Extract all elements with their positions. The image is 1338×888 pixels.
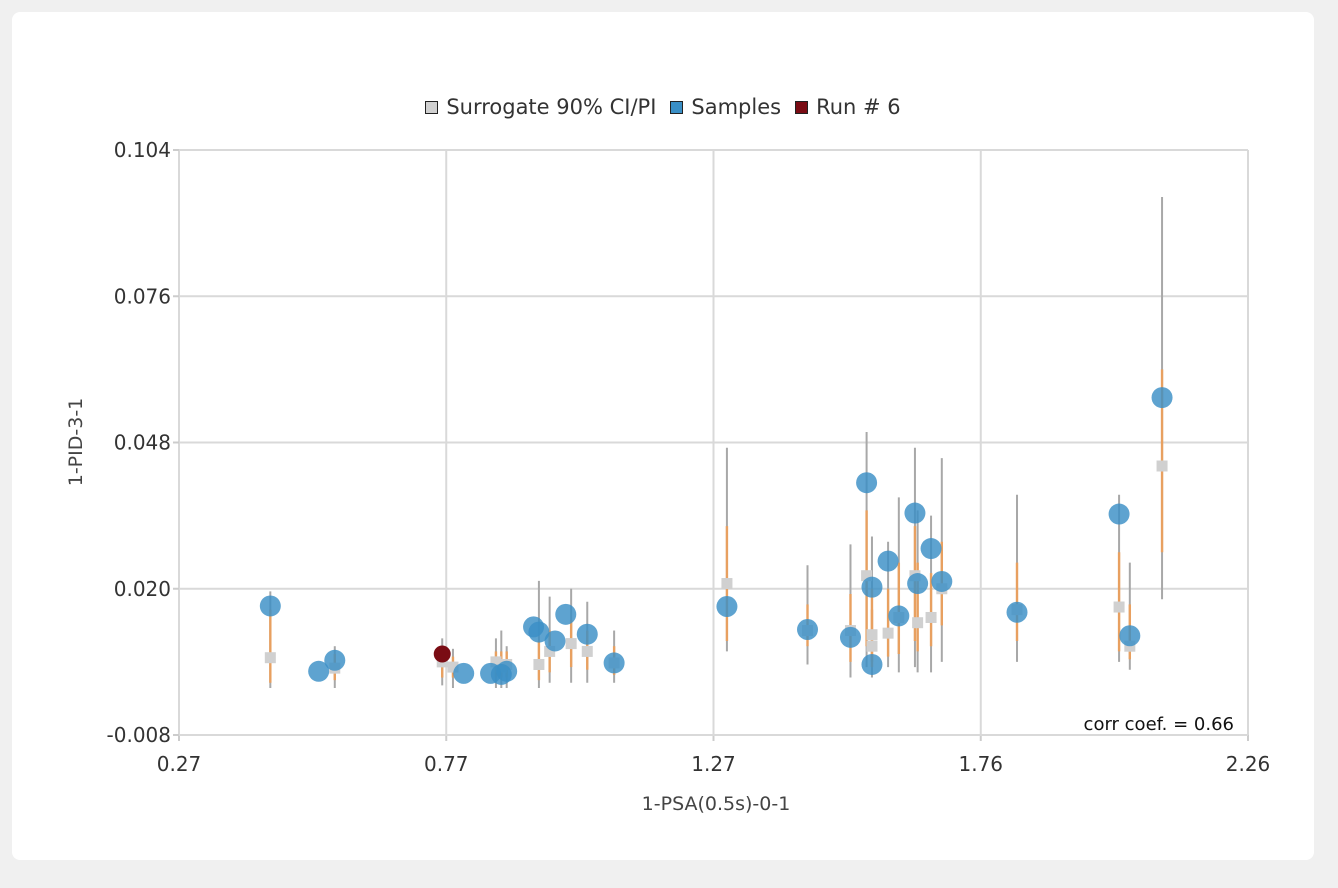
legend-label-run: Run # 6 bbox=[816, 95, 901, 119]
sample-point bbox=[839, 626, 861, 648]
legend-swatch-run bbox=[795, 100, 809, 114]
sample-point bbox=[931, 570, 953, 592]
y-tick-label: 0.020 bbox=[114, 577, 171, 601]
sample-point bbox=[528, 621, 550, 643]
surrogate-marker bbox=[447, 661, 459, 673]
y-tick-label: 0.048 bbox=[114, 431, 171, 455]
legend-label-surrogate: Surrogate 90% CI/PI bbox=[446, 95, 657, 119]
sample-point bbox=[904, 502, 926, 524]
surrogate-marker bbox=[264, 652, 276, 664]
legend-swatch-surrogate bbox=[425, 100, 439, 114]
surrogate-marker bbox=[912, 617, 924, 629]
surrogate-marker bbox=[882, 627, 894, 639]
surrogate-marker bbox=[533, 658, 545, 670]
y-tick-label: 0.076 bbox=[114, 284, 171, 308]
sample-point bbox=[920, 538, 942, 560]
legend-item-run[interactable]: Run # 6 bbox=[795, 95, 901, 119]
x-tick-label: 0.77 bbox=[424, 752, 469, 776]
y-tick-label: -0.008 bbox=[107, 723, 171, 747]
x-tick-label: 1.27 bbox=[691, 752, 736, 776]
surrogate-marker bbox=[866, 640, 878, 652]
y-tick-label: 0.104 bbox=[114, 138, 171, 162]
x-tick-label: 1.76 bbox=[958, 752, 1003, 776]
surrogate-marker bbox=[544, 645, 556, 657]
legend-label-samples: Samples bbox=[691, 95, 782, 119]
sample-point bbox=[453, 662, 475, 684]
sample-point bbox=[856, 472, 878, 494]
x-axis-title: 1-PSA(0.5s)-0-1 bbox=[642, 793, 791, 815]
sample-point bbox=[888, 605, 910, 627]
chart-panel: Surrogate 90% CI/PI Samples Run # 6 bbox=[12, 12, 1314, 860]
sample-point bbox=[1108, 503, 1130, 525]
sample-point bbox=[1006, 601, 1028, 623]
sample-point bbox=[544, 630, 566, 652]
surrogate-marker bbox=[1113, 601, 1125, 613]
surrogate-marker bbox=[581, 645, 593, 657]
surrogate-marker bbox=[925, 611, 937, 623]
surrogate-marker bbox=[1156, 460, 1168, 472]
sample-point bbox=[324, 649, 346, 671]
run-6-point bbox=[433, 645, 451, 663]
x-tick-label: 0.27 bbox=[157, 752, 202, 776]
sample-point bbox=[797, 618, 819, 640]
sample-point bbox=[259, 595, 281, 617]
sample-point bbox=[861, 653, 883, 675]
legend-item-samples[interactable]: Samples bbox=[670, 95, 781, 119]
sample-point bbox=[555, 603, 577, 625]
sample-point bbox=[861, 576, 883, 598]
surrogate-marker bbox=[866, 629, 878, 641]
legend-item-surrogate[interactable]: Surrogate 90% CI/PI bbox=[425, 95, 656, 119]
x-tick-label: 2.26 bbox=[1226, 752, 1271, 776]
sample-point bbox=[716, 596, 738, 618]
chart-legend: Surrogate 90% CI/PI Samples Run # 6 bbox=[12, 92, 1314, 122]
legend-swatch-samples bbox=[670, 100, 684, 114]
data-points bbox=[259, 387, 1173, 685]
sample-point bbox=[877, 550, 899, 572]
corr-coef-annotation: corr coef. = 0.66 bbox=[1084, 714, 1234, 735]
sample-point bbox=[576, 623, 598, 645]
sample-point bbox=[603, 652, 625, 674]
grid-lines bbox=[173, 149, 1249, 741]
y-axis-title: 1-PID-3-1 bbox=[65, 398, 87, 487]
sample-point bbox=[907, 573, 929, 595]
surrogate-marker bbox=[861, 570, 873, 582]
surrogate-marker bbox=[565, 638, 577, 650]
sample-point bbox=[1119, 625, 1141, 647]
sample-point bbox=[1151, 387, 1173, 409]
sample-point bbox=[308, 660, 330, 682]
sample-point bbox=[496, 660, 518, 682]
surrogate-marker bbox=[721, 578, 733, 590]
tick-labels: 0.27 0.77 1.27 1.76 2.26 0.104 0.076 0.048 0.020… bbox=[107, 138, 1271, 776]
